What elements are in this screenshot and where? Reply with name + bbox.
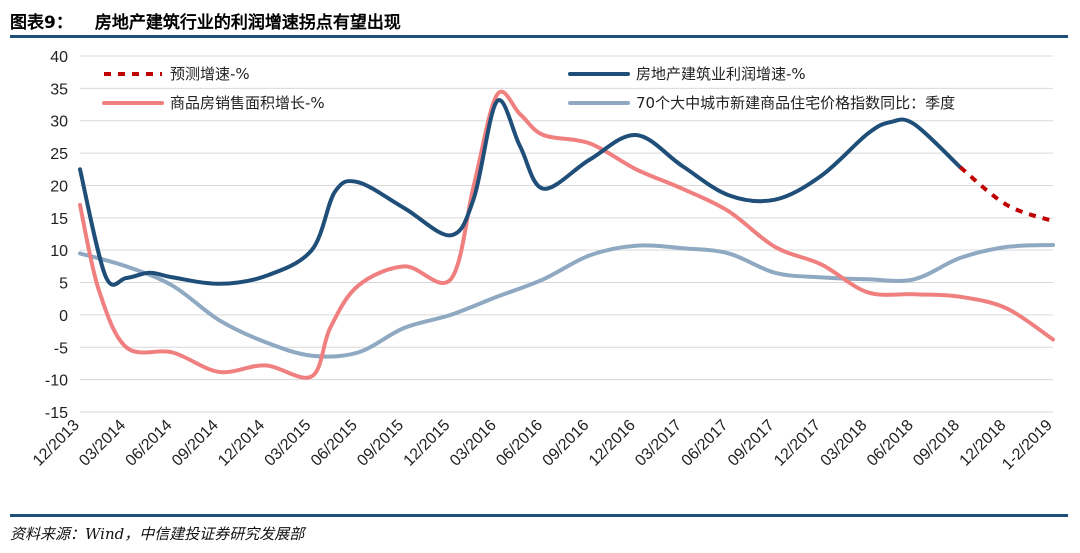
x-tick-label: 1-2/2019 <box>999 417 1056 474</box>
x-tick-label: 03/2017 <box>632 417 685 470</box>
x-tick-label: 06/2015 <box>308 417 361 470</box>
series-layer <box>78 89 1055 380</box>
x-tick-label: 06/2017 <box>679 417 732 470</box>
forecast-growth-line <box>959 165 1054 224</box>
sales-area-growth-line <box>78 89 1055 380</box>
profit-growth-line <box>78 98 963 287</box>
x-tick-label: 06/2016 <box>493 417 546 470</box>
legend-profit: 房地产建筑业利润增速-% <box>568 65 806 83</box>
y-tick-label: 40 <box>50 49 68 66</box>
y-axis-ticks: -15 -10 -5 0 5 10 15 20 25 30 35 40 <box>45 49 68 422</box>
x-axis-ticks: 12/201303/201406/201409/201412/201403/20… <box>30 417 1056 474</box>
legend-label: 商品房销售面积增长-% <box>170 94 325 112</box>
price-index-line <box>78 243 1055 359</box>
source-note: 资料来源：Wind，中信建投证券研究发展部 <box>10 525 305 543</box>
x-tick-label: 09/2018 <box>910 417 963 470</box>
x-tick-label: 09/2017 <box>725 417 778 470</box>
figure-title: 图表9： 房地产建筑行业的利润增速拐点有望出现 <box>10 8 401 33</box>
y-tick-label: 0 <box>59 308 68 325</box>
x-tick-label: 06/2014 <box>123 417 176 470</box>
legend: 预测增速-% 房地产建筑业利润增速-% 商品房销售面积增长-% 70个大中城市新建商品… <box>102 65 955 112</box>
legend-price-index: 70个大中城市新建商品住宅价格指数同比：季度 <box>568 94 955 112</box>
x-tick-label: 09/2016 <box>540 417 593 470</box>
x-tick-label: 03/2018 <box>818 417 871 470</box>
legend-sales-area: 商品房销售面积增长-% <box>102 94 325 112</box>
y-tick-label: 30 <box>50 114 68 131</box>
x-tick-label: 12/2017 <box>771 417 824 470</box>
x-tick-label: 12/2014 <box>215 417 268 470</box>
y-tick-label: -10 <box>45 373 68 390</box>
legend-label: 预测增速-% <box>170 65 250 83</box>
y-tick-label: 35 <box>50 81 68 98</box>
y-tick-label: -5 <box>54 340 68 357</box>
y-tick-label: -15 <box>45 405 68 422</box>
y-tick-label: 25 <box>50 146 68 163</box>
legend-label: 70个大中城市新建商品住宅价格指数同比：季度 <box>636 94 955 112</box>
x-tick-label: 12/2016 <box>586 417 639 470</box>
x-tick-label: 03/2015 <box>262 417 315 470</box>
figure-title-text: 房地产建筑行业的利润增速拐点有望出现 <box>94 13 401 33</box>
x-tick-label: 06/2018 <box>864 417 917 470</box>
top-rule <box>10 35 1068 38</box>
legend-label: 房地产建筑业利润增速-% <box>636 65 806 83</box>
x-tick-label: 12/2015 <box>401 417 454 470</box>
y-tick-label: 20 <box>50 178 68 195</box>
x-tick-label: 12/2013 <box>30 417 83 470</box>
legend-forecast: 预测增速-% <box>104 65 250 83</box>
x-tick-label: 03/2014 <box>76 417 129 470</box>
figure-label: 图表9： <box>10 13 73 33</box>
y-tick-label: 10 <box>50 243 68 260</box>
x-tick-label: 03/2016 <box>447 417 500 470</box>
x-tick-label: 09/2014 <box>169 417 222 470</box>
y-tick-label: 5 <box>59 276 68 293</box>
y-tick-label: 15 <box>50 211 68 228</box>
bottom-rule <box>10 514 1068 517</box>
x-tick-label: 09/2015 <box>354 417 407 470</box>
